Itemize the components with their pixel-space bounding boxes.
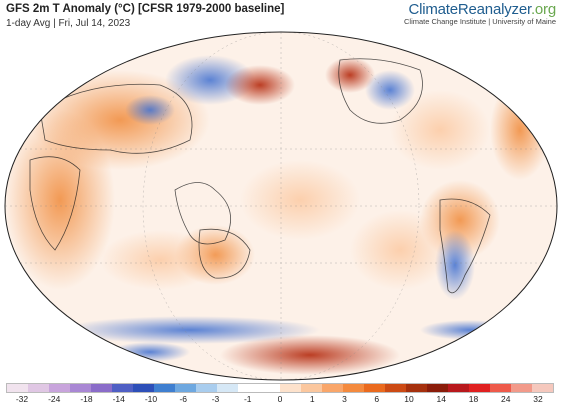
legend-swatch — [112, 384, 133, 392]
legend-tick-label: -10 — [144, 394, 158, 404]
legend-swatch — [196, 384, 217, 392]
legend-swatch — [28, 384, 49, 392]
legend-swatch — [469, 384, 490, 392]
legend-swatch — [49, 384, 70, 392]
legend-tick-label: 24 — [501, 394, 511, 404]
legend-swatch — [364, 384, 385, 392]
legend-tick-label: 3 — [342, 394, 347, 404]
legend-swatch — [91, 384, 112, 392]
legend-tick-label: 6 — [374, 394, 380, 404]
map-title: GFS 2m T Anomaly (°C) [CFSR 1979-2000 ba… — [6, 3, 285, 15]
legend-swatch — [175, 384, 196, 392]
legend-swatch — [406, 384, 427, 392]
legend-tick-label: 18 — [468, 394, 479, 404]
legend-tick-label: 1 — [309, 394, 315, 404]
brand-name-tld: .org — [530, 1, 556, 18]
legend-tick-label: -14 — [112, 394, 125, 404]
legend-tick-label: 0 — [277, 394, 283, 404]
legend-tick-label: -1 — [243, 394, 252, 404]
legend-swatch — [217, 384, 238, 392]
legend-swatch — [259, 384, 280, 392]
legend-swatch — [532, 384, 553, 392]
legend-tick-label: -32 — [15, 394, 29, 404]
legend-tick-label: -6 — [179, 394, 188, 404]
legend-swatch — [301, 384, 322, 392]
legend-swatch — [70, 384, 91, 392]
legend-swatch — [322, 384, 343, 392]
legend-tick-label: -24 — [48, 394, 61, 404]
legend-swatch — [448, 384, 469, 392]
legend-swatch — [133, 384, 154, 392]
brand-name-main: ClimateReanalyzer — [408, 1, 531, 18]
legend-swatch — [154, 384, 175, 392]
legend-swatch — [7, 384, 28, 392]
globe — [5, 32, 557, 380]
legend-swatch — [343, 384, 364, 392]
brand-name: ClimateReanalyzer.org — [404, 1, 556, 18]
map-subtitle: 1-day Avg | Fri, Jul 14, 2023 — [6, 18, 131, 29]
legend-tick-label: 14 — [436, 394, 446, 404]
legend-tick-label: 10 — [404, 394, 414, 404]
legend-swatch — [385, 384, 406, 392]
legend-tick-label: -3 — [211, 394, 220, 404]
legend-swatch — [427, 384, 448, 392]
legend-tick-label: 32 — [533, 394, 543, 404]
legend-colorbar — [6, 383, 554, 393]
legend-swatch — [280, 384, 301, 392]
brand-logo[interactable]: ClimateReanalyzer.org Climate Change Ins… — [404, 1, 556, 26]
legend-ticks: -32 -24 -18 -14 -10 -6 -3 -1 0 1 3 6 10 14 18 24 32 — [6, 394, 554, 405]
legend-swatch — [490, 384, 511, 392]
legend-swatch — [238, 384, 259, 392]
brand-affiliation: Climate Change Institute | University of… — [403, 17, 556, 26]
legend-swatch — [511, 384, 532, 392]
legend-tick-label: -18 — [80, 394, 93, 404]
